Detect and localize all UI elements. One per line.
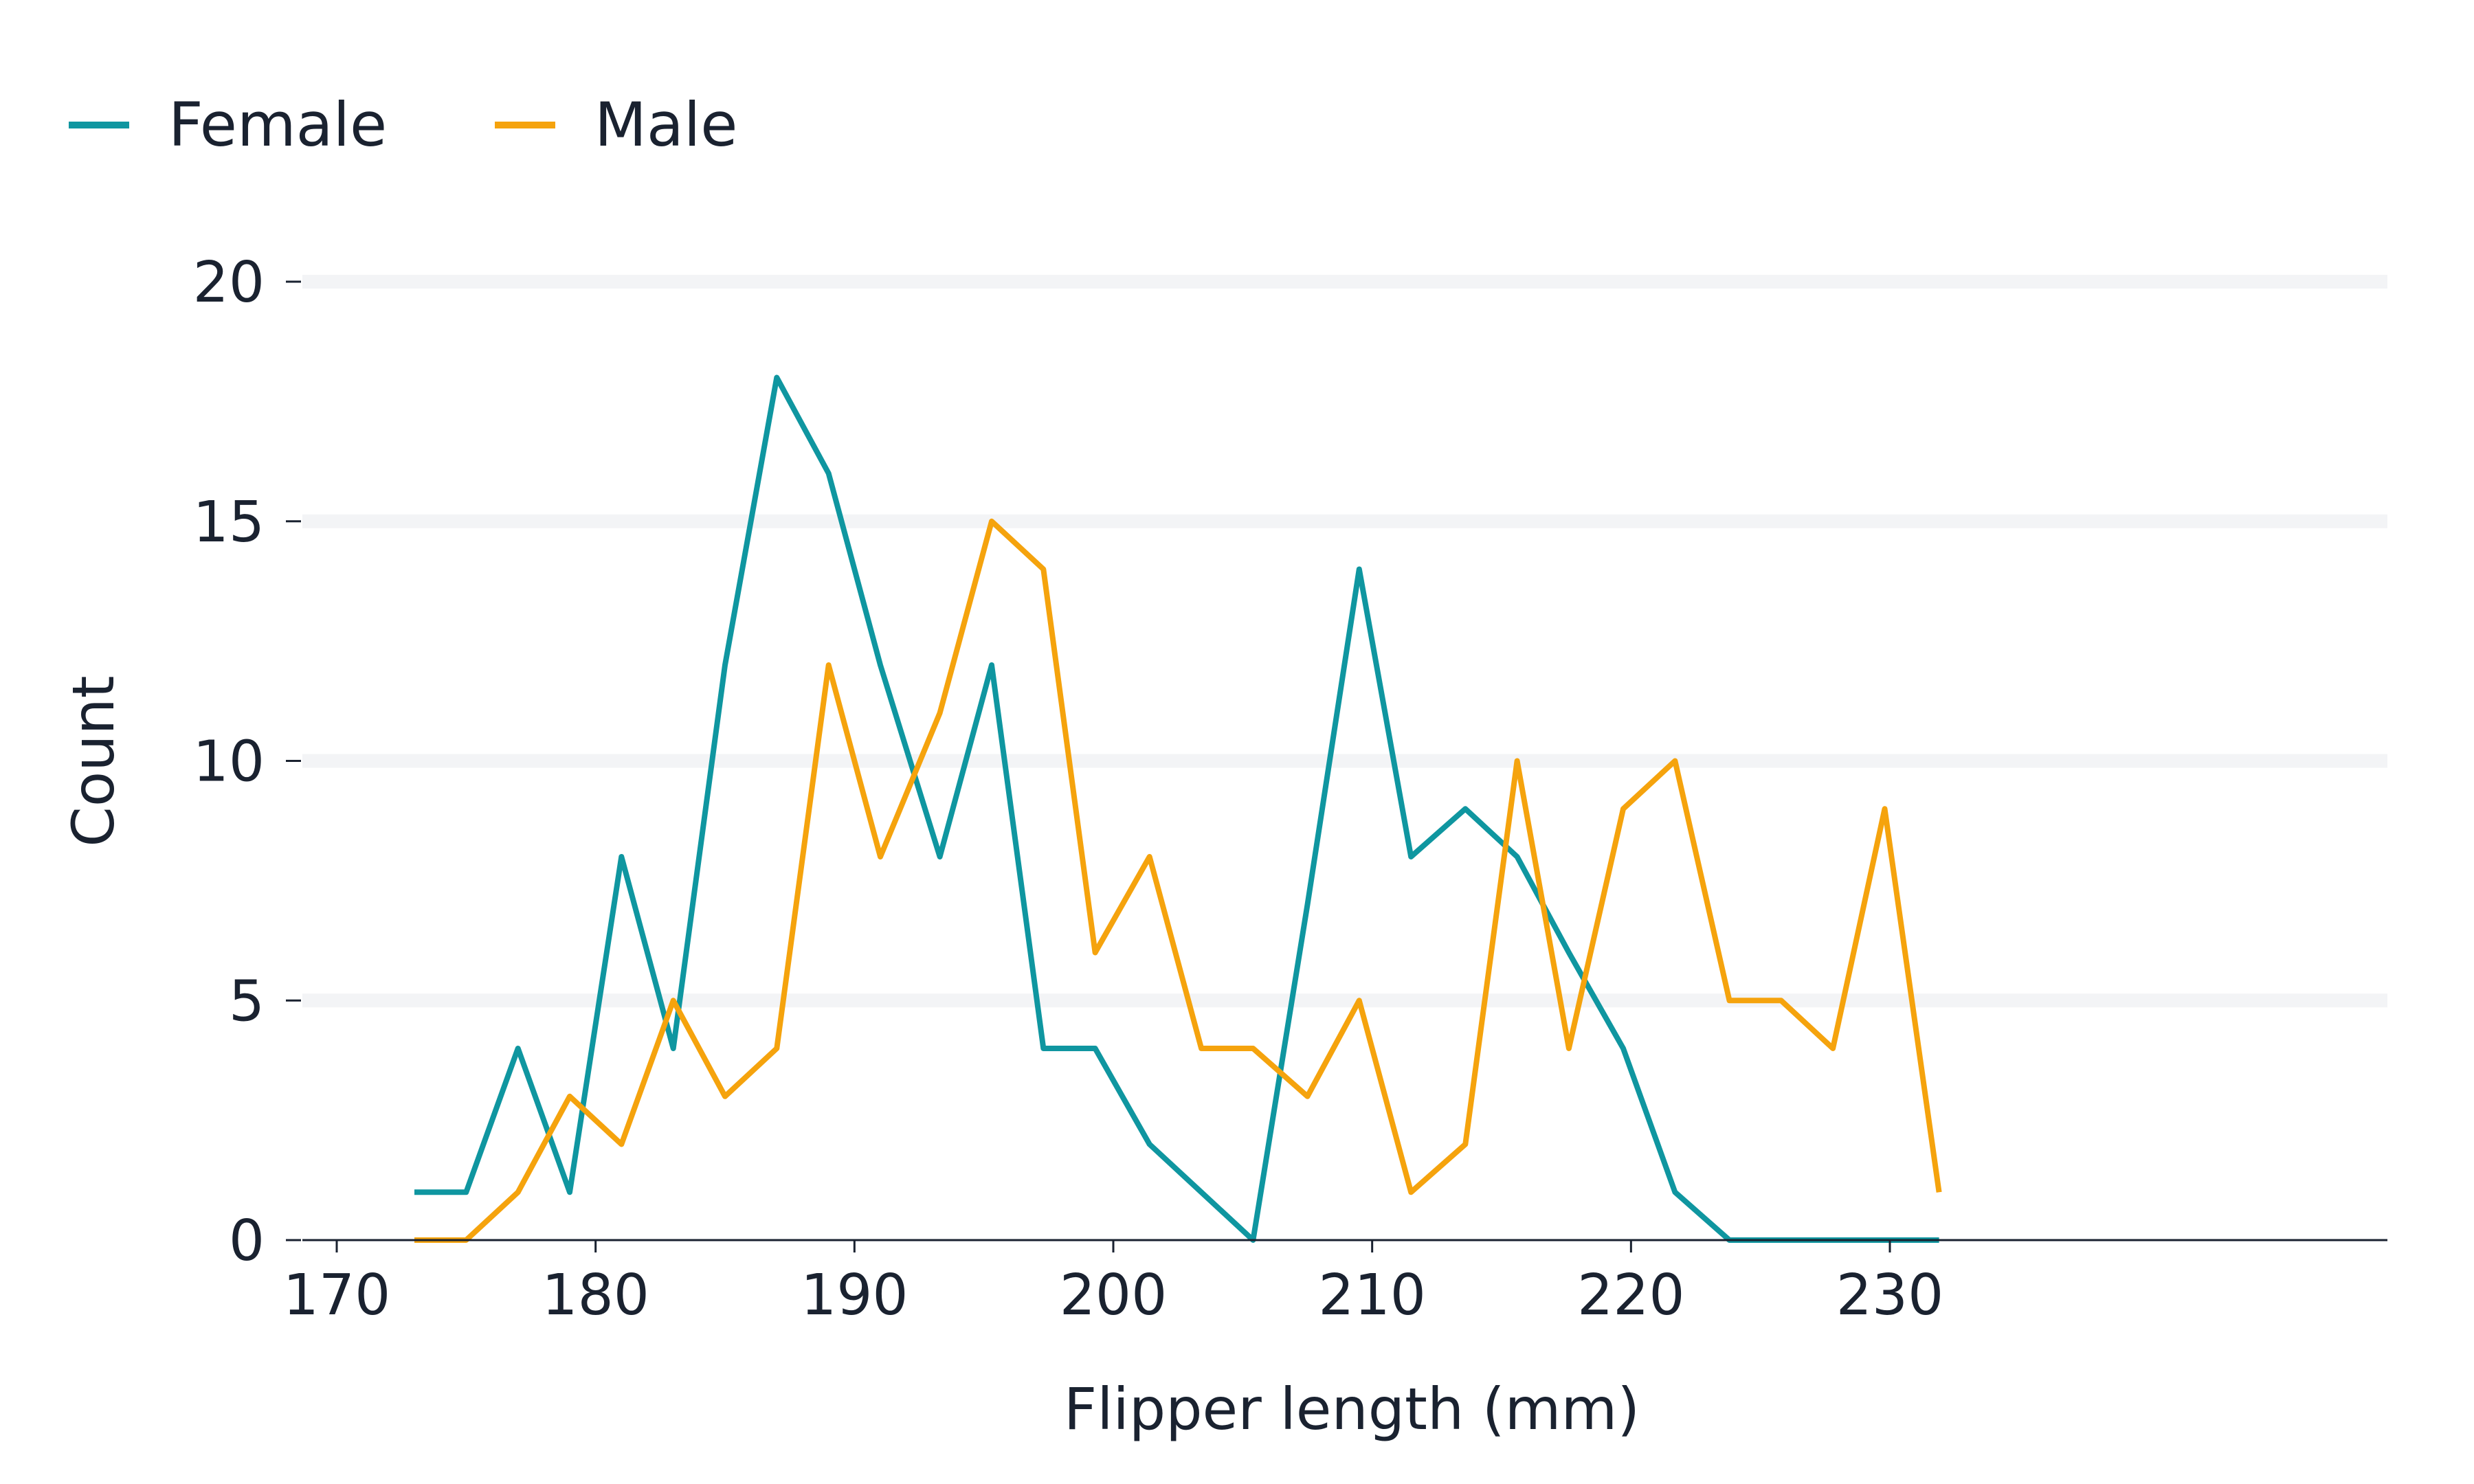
x-tick-label: 220 [1577, 1263, 1685, 1328]
y-tick-label: 10 [193, 730, 265, 795]
y-tick-label: 0 [229, 1208, 265, 1274]
y-axis-title: Count [60, 675, 127, 846]
x-axis: 170 180 190 200 210 220 230 [283, 1239, 2387, 1328]
x-tick-label: 180 [542, 1263, 649, 1328]
legend-label-female: Female [168, 89, 387, 160]
y-tick-label: 5 [229, 969, 265, 1034]
legend: Female Male [69, 89, 737, 160]
x-tick-label: 190 [801, 1263, 909, 1328]
y-tick-label: 20 [193, 250, 265, 315]
x-tick-label: 210 [1318, 1263, 1426, 1328]
gridlines [302, 275, 2387, 1008]
series-line-female [414, 374, 1939, 1243]
y-axis: 0 5 10 15 20 [193, 250, 301, 1274]
x-tick-label: 170 [283, 1263, 391, 1328]
series-layer [414, 374, 1942, 1243]
legend-label-male: Male [594, 89, 737, 160]
x-axis-title: Flipper length (mm) [1064, 1375, 1640, 1443]
x-tick-label: 200 [1060, 1263, 1168, 1328]
series-line-male [414, 518, 1942, 1243]
y-tick-label: 15 [193, 490, 265, 555]
x-tick-label: 230 [1836, 1263, 1944, 1328]
